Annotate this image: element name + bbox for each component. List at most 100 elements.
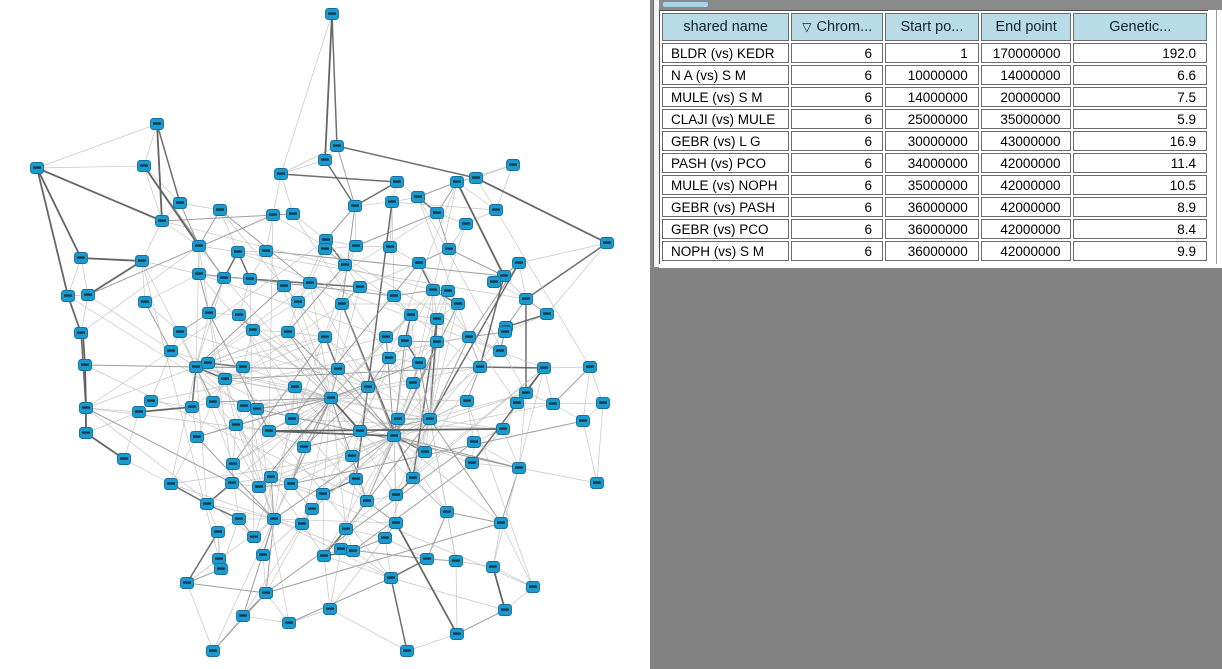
network-node[interactable] [411, 191, 425, 203]
network-node[interactable] [229, 419, 243, 431]
network-node[interactable] [338, 259, 352, 271]
network-node[interactable] [334, 543, 348, 555]
network-node[interactable] [316, 488, 330, 500]
network-node[interactable] [288, 381, 302, 393]
network-node[interactable] [348, 200, 362, 212]
table-row[interactable]: BLDR (vs) KEDR 6 1 170000000 192.0 [662, 43, 1207, 63]
network-node[interactable] [295, 518, 309, 530]
table-cell[interactable]: GEBR (vs) PCO [662, 219, 790, 239]
network-node[interactable] [498, 326, 512, 338]
table-cell[interactable]: NOPH (vs) S M [662, 241, 790, 261]
overview-network-canvas[interactable] [0, 0, 650, 669]
network-node[interactable] [430, 336, 444, 348]
network-node[interactable] [465, 457, 479, 469]
network-node[interactable] [467, 436, 481, 448]
network-node[interactable] [378, 532, 392, 544]
network-node[interactable] [391, 413, 405, 425]
network-node[interactable] [266, 209, 280, 221]
network-node[interactable] [487, 276, 501, 288]
network-node[interactable] [247, 531, 261, 543]
network-node[interactable] [449, 555, 463, 567]
network-node[interactable] [318, 154, 332, 166]
network-node[interactable] [331, 363, 345, 375]
network-node[interactable] [267, 513, 281, 525]
network-node[interactable] [206, 396, 220, 408]
network-node[interactable] [236, 361, 250, 373]
network-node[interactable] [164, 345, 178, 357]
network-node[interactable] [236, 610, 250, 622]
network-node[interactable] [412, 257, 426, 269]
network-node[interactable] [600, 237, 614, 249]
table-row[interactable]: NOPH (vs) S M 6 36000000 42000000 9.9 [662, 241, 1207, 261]
network-node[interactable] [583, 361, 597, 373]
network-node[interactable] [206, 645, 220, 657]
network-node[interactable] [185, 401, 199, 413]
column-header-start-po-[interactable]: Start po... [885, 13, 979, 41]
table-cell[interactable]: 8.4 [1073, 219, 1207, 239]
table-cell[interactable]: 6 [791, 109, 884, 129]
network-node[interactable] [346, 545, 360, 557]
network-node[interactable] [450, 628, 464, 640]
network-node[interactable] [498, 604, 512, 616]
network-node[interactable] [462, 331, 476, 343]
table-cell[interactable]: GEBR (vs) L G [662, 131, 790, 151]
table-cell[interactable]: 36000000 [885, 197, 979, 217]
table-row[interactable]: MULE (vs) S M 6 14000000 20000000 7.5 [662, 87, 1207, 107]
table-cell[interactable]: 5.9 [1073, 109, 1207, 129]
network-node[interactable] [379, 331, 393, 343]
network-node[interactable] [384, 572, 398, 584]
network-node[interactable] [286, 208, 300, 220]
table-cell[interactable]: 6 [791, 65, 884, 85]
network-node[interactable] [353, 281, 367, 293]
network-node[interactable] [200, 498, 214, 510]
network-node[interactable] [78, 359, 92, 371]
network-node[interactable] [252, 481, 266, 493]
table-cell[interactable]: 6 [791, 175, 884, 195]
network-node[interactable] [259, 587, 273, 599]
network-node[interactable] [264, 471, 278, 483]
table-horizontal-scrollbar-thumb[interactable] [662, 1, 709, 8]
table-cell[interactable]: 8.9 [1073, 197, 1207, 217]
network-node[interactable] [335, 298, 349, 310]
network-node[interactable] [237, 400, 251, 412]
network-node[interactable] [137, 160, 151, 172]
network-node[interactable] [451, 298, 465, 310]
network-node[interactable] [318, 331, 332, 343]
table-cell[interactable]: N A (vs) S M [662, 65, 790, 85]
network-node[interactable] [441, 285, 455, 297]
network-node[interactable] [173, 197, 187, 209]
table-cell[interactable]: 36000000 [885, 219, 979, 239]
table-cell[interactable]: 1 [885, 43, 979, 63]
table-row[interactable]: CLAJI (vs) MULE 6 25000000 35000000 5.9 [662, 109, 1207, 129]
table-cell[interactable]: 20000000 [980, 87, 1072, 107]
network-node[interactable] [506, 159, 520, 171]
table-cell[interactable]: 42000000 [980, 241, 1072, 261]
table-cell[interactable]: 6 [791, 241, 884, 261]
network-node[interactable] [345, 450, 359, 462]
network-node[interactable] [297, 441, 311, 453]
network-node[interactable] [305, 503, 319, 515]
network-node[interactable] [285, 413, 299, 425]
network-node[interactable] [262, 425, 276, 437]
network-node[interactable] [442, 243, 456, 255]
network-node[interactable] [190, 431, 204, 443]
network-node[interactable] [450, 176, 464, 188]
network-node[interactable] [150, 118, 164, 130]
network-node[interactable] [232, 513, 246, 525]
network-node[interactable] [277, 280, 291, 292]
network-node[interactable] [201, 357, 215, 369]
network-node[interactable] [192, 268, 206, 280]
network-node[interactable] [519, 293, 533, 305]
table-row[interactable]: MULE (vs) NOPH 6 35000000 42000000 10.5 [662, 175, 1207, 195]
network-node[interactable] [281, 326, 295, 338]
network-node[interactable] [360, 495, 374, 507]
network-node[interactable] [135, 255, 149, 267]
network-node[interactable] [353, 425, 367, 437]
network-node[interactable] [493, 345, 507, 357]
network-node[interactable] [496, 423, 510, 435]
network-node[interactable] [526, 581, 540, 593]
network-node[interactable] [155, 215, 169, 227]
column-header-end-point[interactable]: End point [980, 13, 1072, 41]
network-node[interactable] [486, 561, 500, 573]
network-node[interactable] [226, 458, 240, 470]
